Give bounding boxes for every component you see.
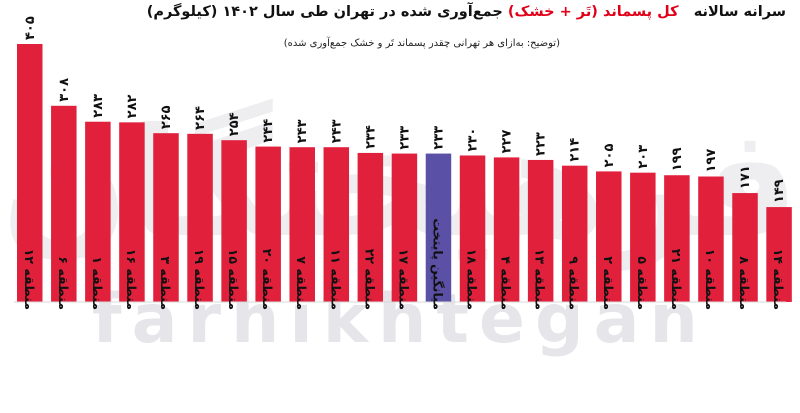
chart-subtitle: (توضیح: به‌ازای هر تهرانی چقدر پسماند تَ…	[283, 38, 560, 49]
category-labels-group: منطقه ۱۲ منطقه ۶ منطقه ۱ منطقه ۱۶ منطقه ۳ منط…	[22, 218, 786, 310]
value-labels-group: ۴۰۵ ۳۰۸ ۲۸۳ ۲۸۲ ۲۶۵ ۲۶۴ ۲۵۴ ۲۴۴ ۲۴۳ ۲۴۳ ۲۳۴ ۲۳۳ ۲۳۳ ۲…	[23, 16, 787, 203]
bar	[596, 171, 622, 302]
bar	[493, 157, 520, 302]
category-label: منطقه ۴	[499, 256, 514, 310]
bar-value-label: ۱۷۱	[738, 165, 753, 189]
category-label: منطقه ۱۷	[396, 249, 411, 310]
category-label: منطقه ۲۰	[260, 249, 275, 310]
bar	[391, 153, 418, 302]
bar	[187, 133, 213, 302]
bar-value-label: ۱۹۷	[704, 149, 719, 173]
bar	[289, 147, 315, 302]
category-label: منطقه ۸	[737, 256, 752, 310]
category-label: منطقه ۱	[90, 256, 105, 310]
bar-value-label: ۲۲۳	[534, 132, 549, 156]
category-label-capital-average: میانگین پایتخت	[430, 218, 445, 310]
bar-value-label: ۱۴۹	[772, 179, 787, 203]
category-label: منطقه ۱۵	[226, 249, 241, 310]
category-label: منطقه ۱۸	[465, 249, 480, 310]
bar-value-label: ۳۰۸	[57, 78, 72, 102]
bars-group	[17, 44, 792, 302]
bar-value-label: ۲۸۳	[91, 94, 106, 118]
category-label: منطقه ۱۳	[533, 249, 548, 310]
bar-value-label: ۲۶۴	[193, 106, 208, 130]
bar	[153, 133, 179, 302]
chart-title: سرانه سالانه کل پسماند (تَر + خشک) جمع‌آ…	[147, 4, 786, 20]
bar-value-label: ۲۴۳	[295, 119, 310, 143]
bar-value-label: ۲۱۴	[568, 138, 583, 162]
category-label: منطقه ۱۹	[192, 249, 207, 310]
bar-value-label: ۲۰۳	[636, 145, 651, 169]
bar	[561, 165, 588, 302]
bar-value-label: ۲۴۳	[329, 119, 344, 143]
bar	[630, 172, 656, 302]
category-label: منطقه ۱۲	[22, 249, 37, 310]
bar	[221, 140, 247, 302]
category-label: منطقه ۲۱	[669, 249, 684, 310]
category-label: منطقه ۱۱	[328, 249, 343, 310]
category-label: منطقه ۷	[294, 256, 309, 310]
category-label: منطقه ۲۲	[362, 249, 377, 310]
bar-value-label: ۲۳۳	[431, 126, 446, 150]
bar-value-label: ۲۰۵	[602, 144, 617, 168]
title-highlight: کل پسماند (تَر + خشک)	[507, 4, 679, 20]
bar	[323, 147, 350, 302]
bar	[698, 176, 724, 302]
title-prefix: سرانه سالانه	[693, 4, 786, 20]
bar-value-label: ۲۳۴	[363, 125, 378, 149]
title-suffix: جمع‌آوری شده در تهران طی سال ۱۴۰۲ (کیلوگ…	[146, 4, 503, 20]
bar-value-label: ۲۵۴	[227, 112, 242, 136]
bar	[664, 175, 690, 302]
bar	[85, 121, 111, 302]
bar	[459, 155, 486, 302]
bar-value-label: ۲۴۴	[261, 119, 276, 143]
category-label: منطقه ۹	[567, 256, 582, 310]
category-label: منطقه ۵	[635, 256, 650, 310]
category-label: منطقه ۱۶	[124, 249, 139, 310]
category-label: منطقه ۱۰	[703, 249, 718, 310]
bar-value-label: ۲۲۷	[500, 130, 515, 154]
bar	[527, 159, 554, 302]
bar-capital-average	[425, 153, 452, 302]
bar	[255, 146, 281, 302]
bar	[17, 44, 43, 302]
bar	[732, 193, 758, 302]
bar-value-label: ۴۰۵	[23, 16, 38, 40]
bar-value-label: ۲۳۰	[466, 128, 481, 152]
bar-value-label: ۲۶۵	[159, 105, 174, 129]
category-label: منطقه ۳	[158, 256, 173, 310]
bar	[766, 207, 792, 302]
bar-value-label: ۲۸۲	[125, 94, 140, 118]
bar	[357, 152, 384, 302]
bar	[51, 105, 77, 302]
bar-value-label: ۱۹۹	[670, 147, 685, 171]
bar	[119, 122, 145, 302]
category-label: منطقه ۶	[56, 256, 71, 310]
bar-value-label: ۲۳۳	[397, 126, 412, 150]
category-label: منطقه ۲	[601, 256, 616, 310]
category-label: منطقه ۱۴	[771, 249, 786, 310]
